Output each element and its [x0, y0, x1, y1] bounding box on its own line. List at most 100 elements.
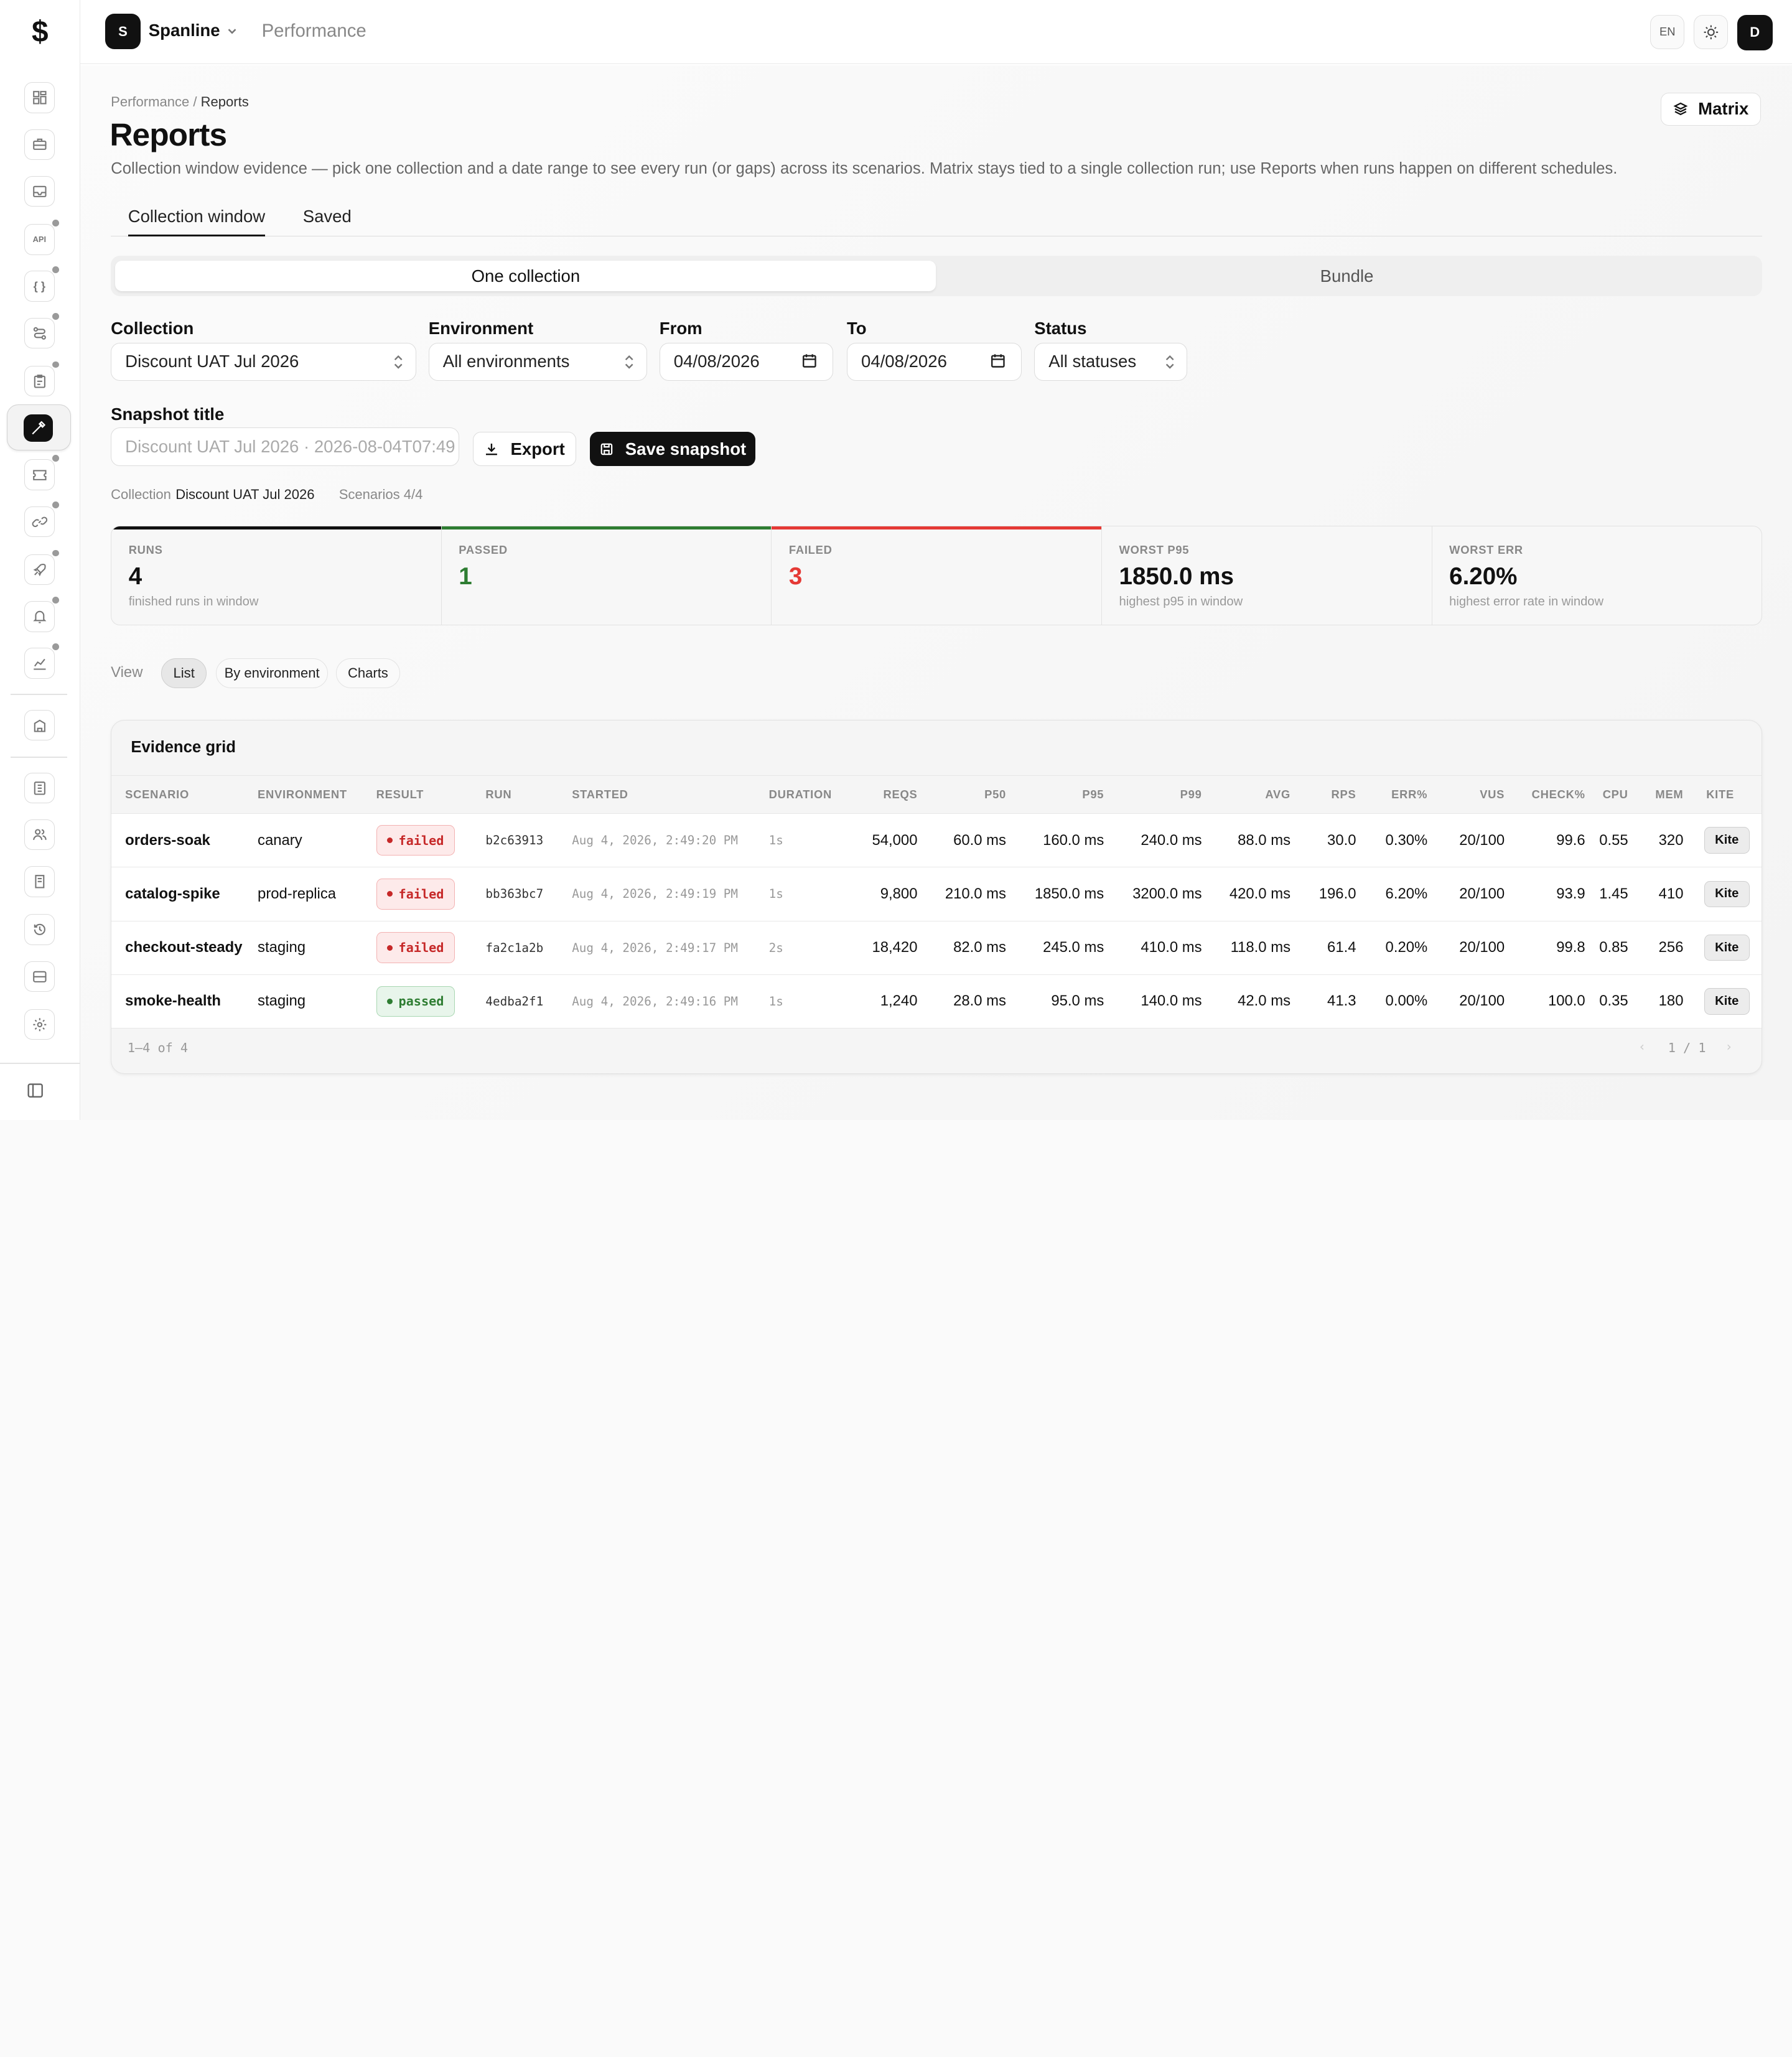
kite-button[interactable]: Kite — [1704, 988, 1750, 1015]
table-header-row: SCENARIO ENVIRONMENT RESULT RUN STARTED … — [111, 775, 1762, 814]
column-header[interactable]: RUN — [478, 775, 566, 814]
view-list-chip[interactable]: List — [161, 658, 207, 688]
app-logo[interactable]: $ — [32, 15, 49, 49]
column-header[interactable]: P95 — [1012, 775, 1111, 814]
stat-value: 4 — [128, 562, 142, 590]
column-header[interactable]: VUS — [1434, 775, 1512, 814]
column-header[interactable]: KITE — [1690, 775, 1762, 814]
sidebar-item-analytics[interactable] — [24, 643, 60, 679]
sidebar-item-tickets[interactable] — [24, 454, 60, 490]
sidebar-item-notes[interactable] — [24, 866, 55, 897]
table-row[interactable]: checkout-steady staging failed fa2c1a2b Aug … — [111, 921, 1762, 975]
table-cell-result: failed — [369, 867, 479, 921]
sidebar-item-history[interactable] — [24, 914, 55, 945]
column-header[interactable]: P50 — [924, 775, 1013, 814]
page-description: Collection window evidence — pick one co… — [111, 160, 1618, 178]
matrix-button[interactable]: Matrix — [1660, 92, 1762, 126]
table-cell-p50: 28.0 ms — [924, 974, 1013, 1029]
export-button[interactable]: Export — [473, 432, 576, 467]
tab-collection-window[interactable]: Collection window — [128, 207, 266, 237]
sidebar-item-storage[interactable] — [24, 961, 55, 992]
sidebar-item-documents[interactable] — [24, 772, 55, 804]
collection-select[interactable]: Discount UAT Jul 2026 — [111, 343, 416, 381]
save-snapshot-button[interactable]: Save snapshot — [589, 432, 756, 467]
tab-saved[interactable]: Saved — [302, 207, 352, 226]
breadcrumb: Performance / Reports — [111, 94, 249, 110]
workspace-name[interactable]: Spanline — [148, 21, 220, 40]
settings-icon — [32, 1018, 46, 1032]
sidebar-item-alerts[interactable] — [24, 595, 60, 632]
column-header[interactable]: AVG — [1208, 775, 1298, 814]
sidebar-item-settings[interactable] — [24, 1009, 55, 1040]
view-by-environment-chip[interactable]: By environment — [216, 658, 329, 688]
notification-dot — [52, 266, 60, 274]
table-row[interactable]: smoke-health staging passed 4edba2f1 Aug 4, … — [111, 974, 1762, 1029]
table-cell-p95: 245.0 ms — [1012, 921, 1111, 975]
sidebar-item-reports[interactable] — [7, 404, 71, 450]
kite-button[interactable]: Kite — [1704, 935, 1750, 961]
column-header[interactable]: MEM — [1635, 775, 1691, 814]
topbar: S Spanline Performance EN D — [80, 0, 1792, 64]
sidebar-item-schema[interactable]: { } — [24, 266, 60, 302]
to-date-input[interactable]: 04/08/2026 — [846, 343, 1022, 381]
table-row[interactable]: catalog-spike prod-replica failed bb363bc7 A… — [111, 867, 1762, 921]
workspace-avatar[interactable]: S — [105, 14, 141, 49]
sidebar-divider — [10, 756, 68, 758]
table-cell-started: Aug 4, 2026, 2:49:20 PM — [565, 813, 762, 868]
user-avatar[interactable]: D — [1737, 14, 1773, 50]
breadcrumb-root[interactable]: Performance — [111, 93, 190, 110]
stat-worst-p95: WORST P95 1850.0 ms highest p95 in windo… — [1102, 526, 1432, 625]
sidebar-item-dashboard[interactable] — [24, 82, 55, 113]
column-header[interactable]: CPU — [1592, 775, 1635, 814]
kite-button[interactable]: Kite — [1704, 827, 1750, 854]
status-select[interactable]: All statuses — [1034, 343, 1188, 381]
table-cell-rps: 41.3 — [1297, 974, 1363, 1029]
sidebar-item-organization[interactable] — [24, 709, 55, 741]
sidebar-item-flows[interactable] — [24, 312, 60, 349]
notification-dot — [52, 643, 60, 651]
view-charts-chip[interactable]: Charts — [335, 658, 400, 688]
kite-button[interactable]: Kite — [1704, 880, 1750, 907]
chevron-right-icon[interactable]: › — [1725, 1039, 1733, 1055]
column-header[interactable]: DURATION — [762, 775, 847, 814]
chevron-down-icon[interactable] — [225, 24, 239, 38]
users-icon — [32, 829, 47, 840]
table-cell-mem: 180 — [1635, 974, 1691, 1029]
language-button[interactable]: EN — [1650, 14, 1685, 49]
segment-bundle[interactable]: Bundle — [1320, 266, 1374, 286]
sidebar-item-briefcase[interactable] — [24, 129, 55, 161]
sidebar-item-links[interactable] — [24, 501, 60, 538]
column-header[interactable]: STARTED — [565, 775, 762, 814]
sidebar-item-checklists[interactable] — [24, 360, 60, 397]
table-cell-reqs: 1,240 — [847, 974, 925, 1029]
column-header[interactable]: SCENARIO — [111, 775, 251, 814]
theme-toggle-button[interactable] — [1693, 14, 1729, 49]
table-cell-check: 99.6 — [1511, 813, 1592, 868]
column-header[interactable]: RPS — [1297, 775, 1363, 814]
from-date-input[interactable]: 04/08/2026 — [659, 343, 833, 381]
sidebar-item-api[interactable]: API — [24, 218, 60, 255]
segment-one-collection[interactable]: One collection — [115, 260, 936, 292]
sidebar-item-deploy[interactable] — [24, 549, 60, 585]
sidebar-item-inbox[interactable] — [24, 175, 55, 207]
snapshot-title-input[interactable]: Discount UAT Jul 2026 · 2026-08-04T07:49 — [111, 427, 460, 467]
collection-meta: Collection Discount UAT Jul 2026 Scenario… — [111, 487, 422, 503]
column-header[interactable]: P99 — [1111, 775, 1209, 814]
column-header[interactable]: ENVIRONMENT — [251, 775, 370, 814]
calendar-icon[interactable] — [990, 353, 1006, 369]
column-header[interactable]: RESULT — [369, 775, 479, 814]
ticket-icon — [32, 470, 47, 481]
environment-select[interactable]: All environments — [428, 343, 647, 381]
table-row[interactable]: orders-soak canary failed b2c63913 Aug 4, 20… — [111, 813, 1762, 868]
table-cell-scenario: checkout-steady — [111, 921, 251, 975]
chevron-left-icon[interactable]: ‹ — [1638, 1039, 1646, 1055]
column-header[interactable]: ERR% — [1363, 775, 1435, 814]
column-header[interactable]: REQS — [847, 775, 925, 814]
table-cell-kite: Kite — [1690, 921, 1762, 975]
sidebar-item-users[interactable] — [24, 819, 55, 851]
table-cell-scenario: catalog-spike — [111, 867, 251, 921]
braces-icon: { } — [33, 279, 46, 293]
calendar-icon[interactable] — [801, 353, 818, 369]
column-header[interactable]: CHECK% — [1511, 775, 1592, 814]
sidebar-collapse-icon[interactable] — [26, 1081, 44, 1099]
